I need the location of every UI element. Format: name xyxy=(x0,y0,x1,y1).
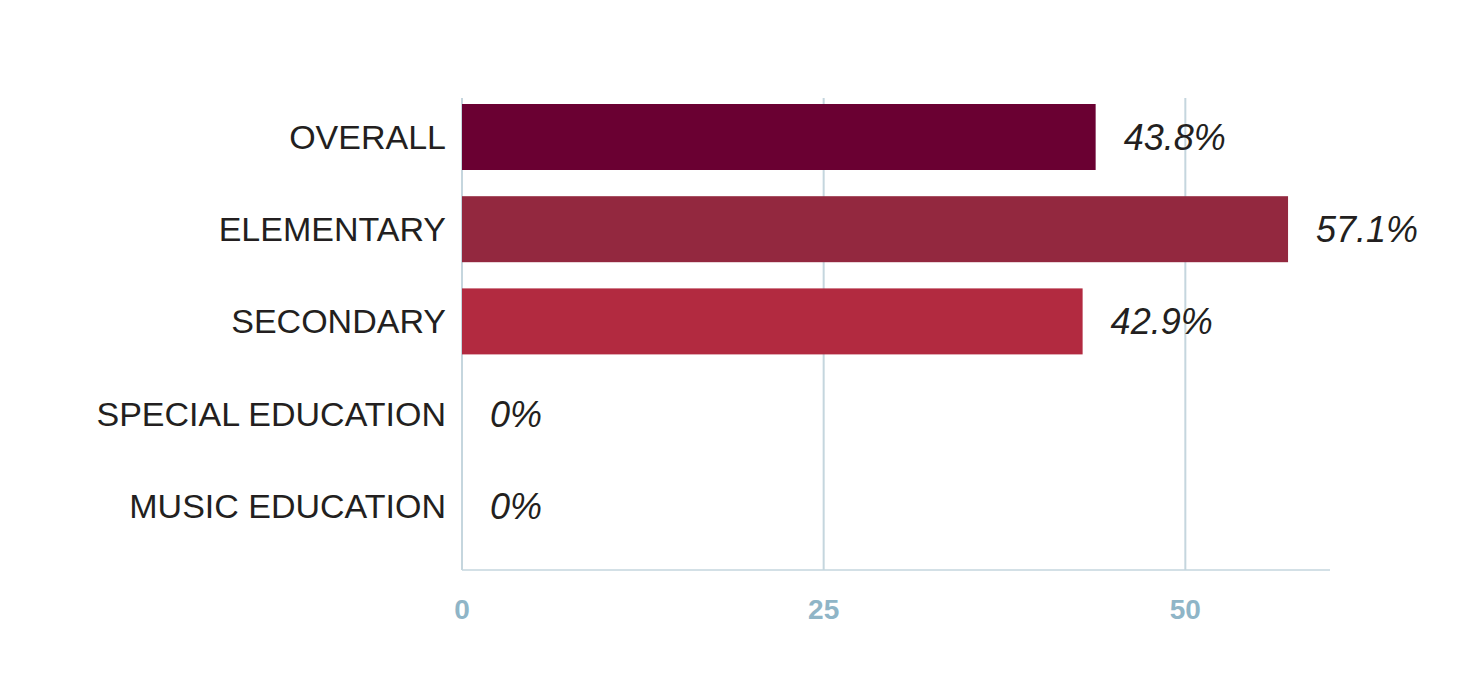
x-axis-line xyxy=(462,569,1330,571)
data-label: 0% xyxy=(490,394,542,435)
bars xyxy=(462,104,1288,354)
chart-svg: 0 25 50 OVERALL 43.8% ELEMENTARY 57.1% SECONDAR… xyxy=(0,0,1459,687)
category-label: MUSIC EDUCATION xyxy=(129,487,446,525)
bar xyxy=(462,473,463,539)
bar xyxy=(462,381,463,447)
category-label: SPECIAL EDUCATION xyxy=(96,395,446,433)
category-label: SECONDARY xyxy=(231,302,446,340)
data-label: 0% xyxy=(490,486,542,527)
category-label: OVERALL xyxy=(289,118,446,156)
bar xyxy=(462,196,1288,262)
data-label: 57.1% xyxy=(1316,209,1418,250)
data-label: 43.8% xyxy=(1124,117,1226,158)
chart-container: 0 25 50 OVERALL 43.8% ELEMENTARY 57.1% SECONDAR… xyxy=(0,0,1459,687)
bar xyxy=(462,288,1083,354)
grid xyxy=(462,98,1185,570)
bar xyxy=(462,104,1096,170)
tick-label: 25 xyxy=(808,594,839,625)
tick-label: 50 xyxy=(1170,594,1201,625)
data-label: 42.9% xyxy=(1111,301,1213,342)
tick-label: 0 xyxy=(454,594,470,625)
category-label: ELEMENTARY xyxy=(219,210,446,248)
